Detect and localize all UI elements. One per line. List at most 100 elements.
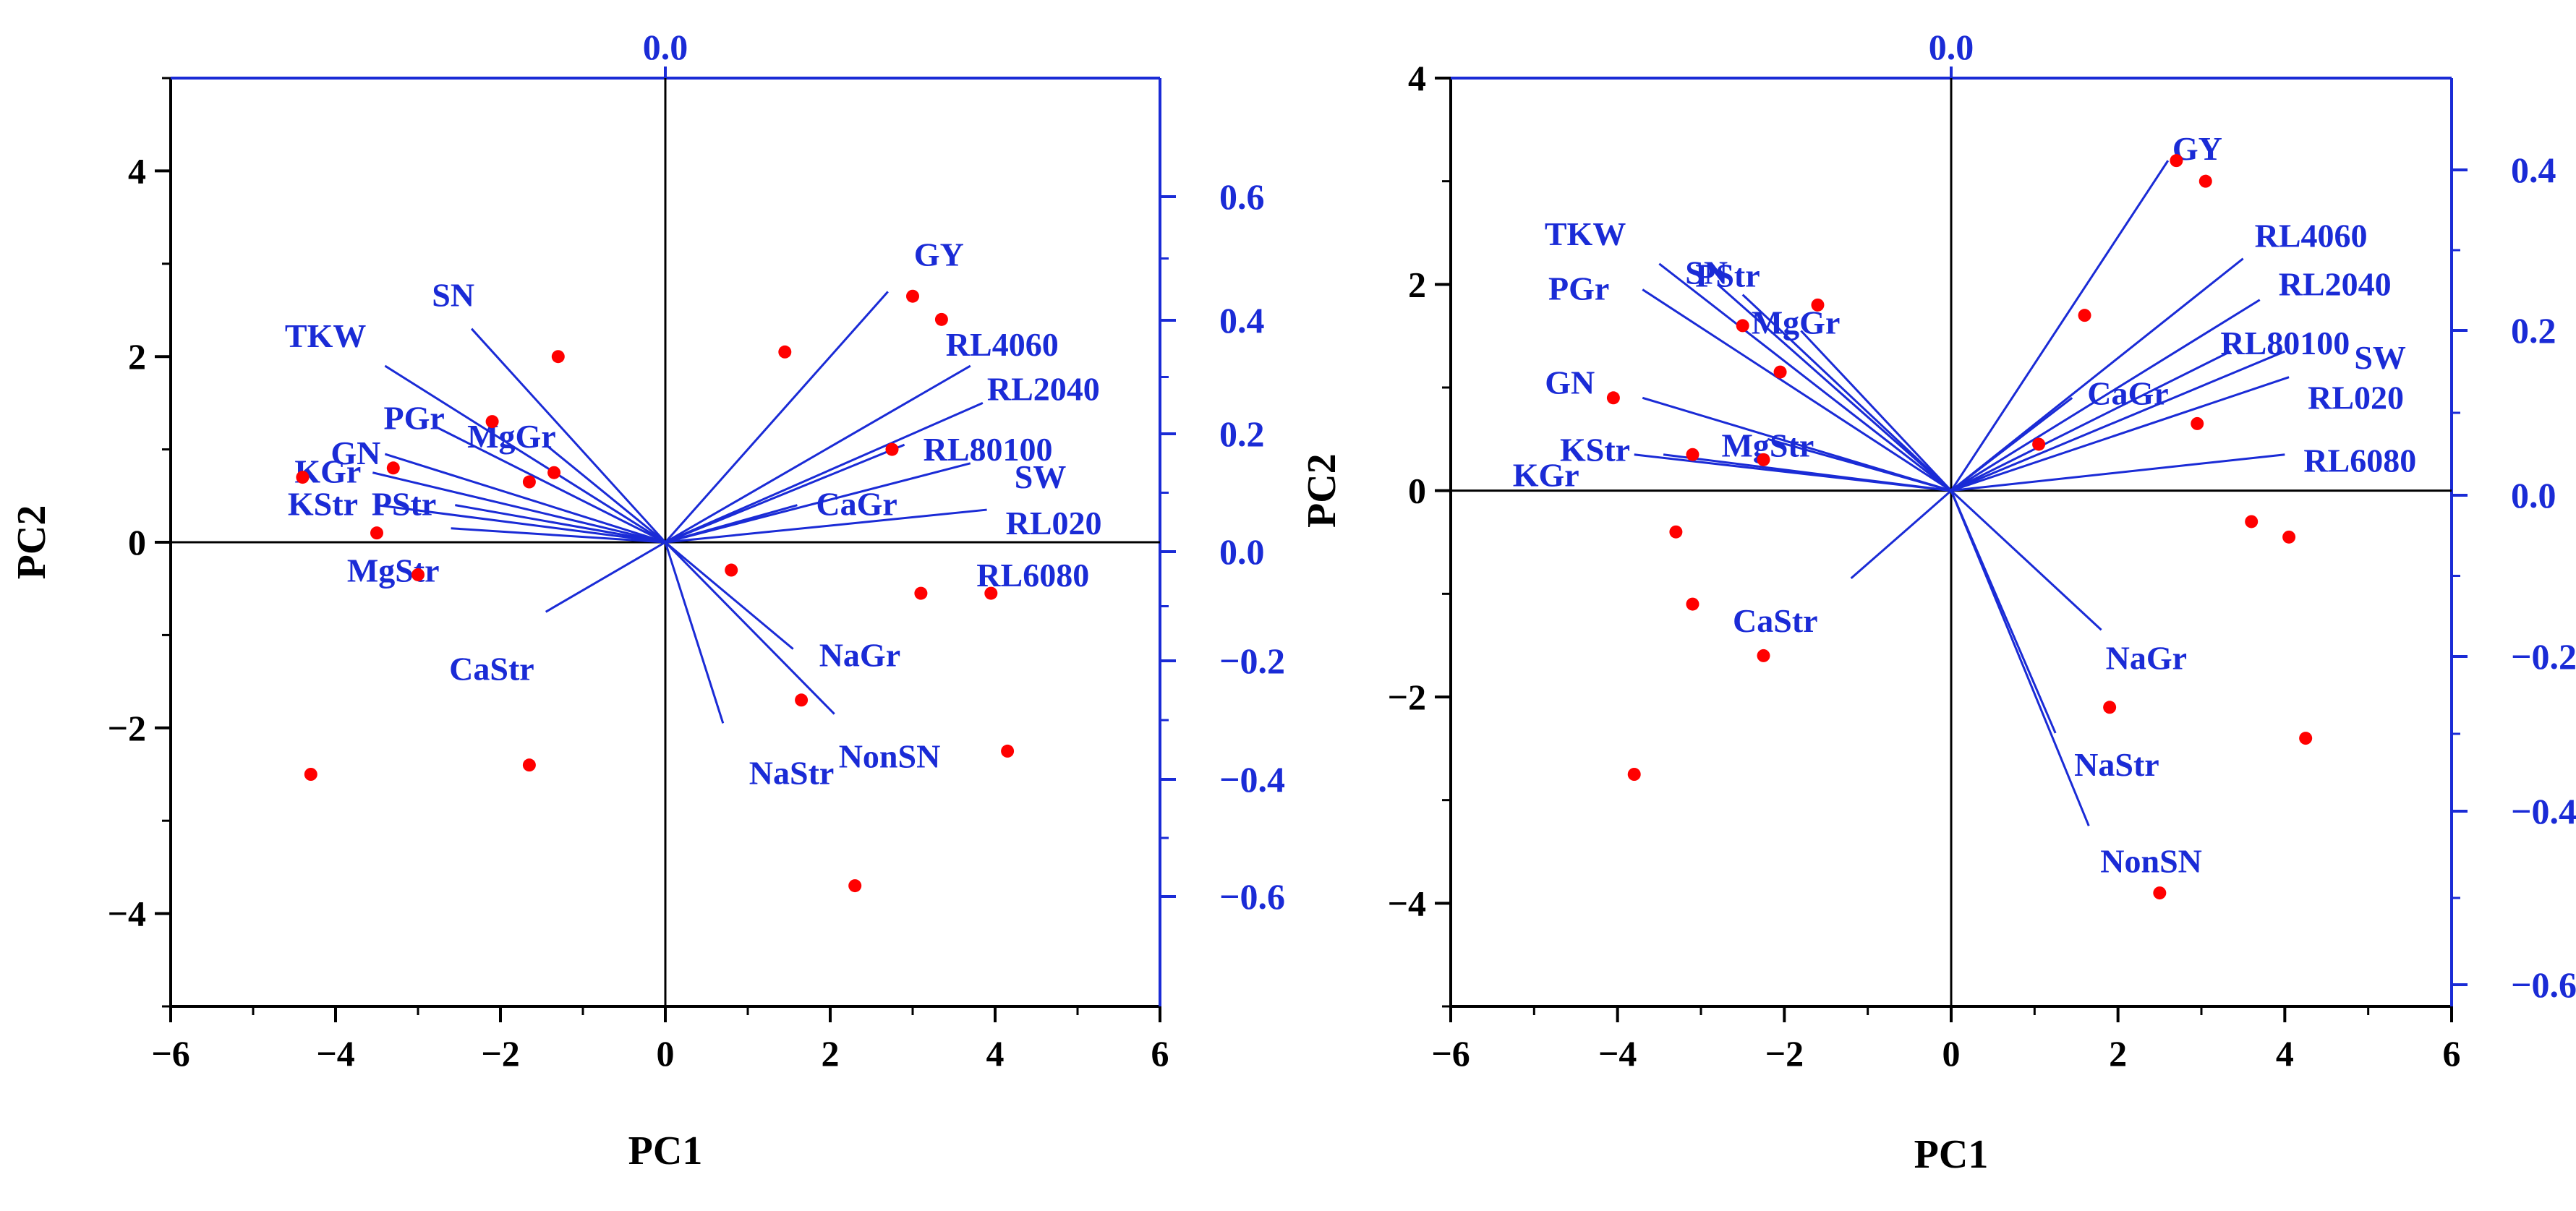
x-tick-label: −4 (316, 1033, 355, 1074)
loading-vector (664, 542, 725, 724)
y-tick-label: 2 (1408, 264, 1426, 304)
score-point (370, 526, 383, 540)
loading-vector (1634, 453, 1952, 492)
y-tick-label: −2 (108, 708, 147, 748)
right-tick-label: −0.6 (1219, 876, 1285, 917)
loading-vector (434, 425, 666, 544)
score-point (984, 586, 998, 600)
loading-vector (664, 291, 889, 543)
vector-label: SW (2354, 339, 2406, 376)
loading-vector (384, 364, 666, 544)
right-tick-label: −0.4 (1219, 759, 1285, 800)
score-point (778, 345, 792, 359)
x-tick-label: 0 (1942, 1033, 1961, 1074)
vector-label: PStr (372, 486, 436, 523)
vector-label: GY (914, 236, 964, 273)
vector-label: KStr (1560, 432, 1630, 468)
vector-label: NonSN (2100, 842, 2202, 879)
score-point (547, 466, 561, 479)
y-axis-title: PC2 (9, 505, 54, 580)
y-tick-label: −4 (1388, 883, 1427, 923)
x-tick-label: 2 (2109, 1033, 2127, 1074)
vector-label: SN (432, 277, 474, 314)
score-point (2198, 174, 2212, 188)
loading-vector (1950, 350, 2232, 492)
score-point (914, 586, 928, 600)
x-tick-label: −2 (481, 1033, 520, 1074)
vector-label: GN (1545, 364, 1595, 401)
score-point (485, 415, 499, 429)
score-point (296, 471, 310, 484)
right-tick-label: −0.2 (2511, 636, 2576, 677)
top-axis-label: 0.0 (643, 27, 688, 67)
x-axis-title: PC1 (1914, 1132, 1989, 1177)
score-point (1686, 597, 1699, 611)
loading-vector (545, 444, 666, 544)
score-point (2282, 530, 2296, 544)
score-point (1757, 649, 1770, 662)
loading-vector (1658, 262, 1952, 492)
x-tick-label: −6 (151, 1033, 190, 1074)
x-tick-label: 4 (2276, 1033, 2294, 1074)
vector-label: NaGr (2106, 639, 2187, 676)
score-point (2103, 701, 2117, 714)
vector-label: NaStr (2074, 746, 2159, 783)
loading-vector (372, 471, 666, 544)
score-point (411, 568, 425, 581)
x-tick-label: 6 (1151, 1033, 1169, 1074)
right-tick-label: 0.2 (1219, 414, 1265, 454)
score-point (885, 442, 899, 456)
vector-label: TKW (285, 317, 366, 354)
loading-vector (1950, 376, 2290, 492)
top-axis-label: 0.0 (1929, 27, 1974, 67)
vector-label: CaStr (449, 650, 534, 687)
vector-label: SN (1685, 254, 1728, 291)
loading-vector (1950, 489, 2102, 631)
score-point (2032, 437, 2046, 451)
right-tick-label: 0.6 (1219, 176, 1265, 217)
loading-vector (1950, 160, 2170, 492)
vector-label: RL2040 (987, 370, 1100, 407)
vector-label: MgGr (467, 418, 556, 455)
score-point (1606, 391, 1620, 405)
loading-vector (376, 504, 666, 544)
loading-vector (1950, 490, 2090, 826)
x-tick-label: 4 (986, 1033, 1005, 1074)
vector-label: RL6080 (2303, 442, 2416, 479)
y-tick-label: 2 (128, 336, 146, 377)
y-axis-title: PC2 (1300, 453, 1344, 528)
right-tick-label: 0.4 (1219, 300, 1265, 341)
vector-label: RL020 (2308, 380, 2404, 416)
vector-label: RL6080 (976, 557, 1089, 594)
score-point (2078, 309, 2091, 322)
vector-label: NaGr (819, 637, 900, 674)
vector-label: NaStr (749, 754, 835, 791)
vector-label: SW (1015, 458, 1067, 495)
x-tick-label: −2 (1765, 1033, 1804, 1074)
score-point (551, 350, 565, 364)
score-point (1773, 365, 1787, 379)
score-point (2245, 515, 2259, 529)
score-point (2153, 886, 2167, 900)
loading-vector (1950, 350, 2285, 492)
x-tick-label: −6 (1431, 1033, 1470, 1074)
vector-label: PStr (1695, 257, 1760, 294)
vector-label: RL80100 (2220, 325, 2350, 361)
score-point (1811, 298, 1825, 312)
vector-label: TKW (1545, 215, 1626, 252)
loading-vector (451, 527, 666, 544)
vector-label: RL80100 (924, 431, 1053, 468)
x-tick-label: 6 (2443, 1033, 2461, 1074)
loading-vector (545, 541, 666, 613)
score-point (522, 758, 536, 772)
y-tick-label: 4 (128, 150, 146, 191)
loading-vector (665, 504, 798, 544)
right-tick-label: 0.0 (2511, 475, 2556, 515)
vector-label: KGr (1513, 457, 1579, 494)
score-point (2170, 154, 2183, 168)
loading-vector (1800, 330, 1953, 492)
loading-vector (470, 328, 667, 544)
loading-vector (665, 462, 971, 544)
vector-label: CaStr (1733, 602, 1818, 639)
score-point (1757, 453, 1770, 466)
